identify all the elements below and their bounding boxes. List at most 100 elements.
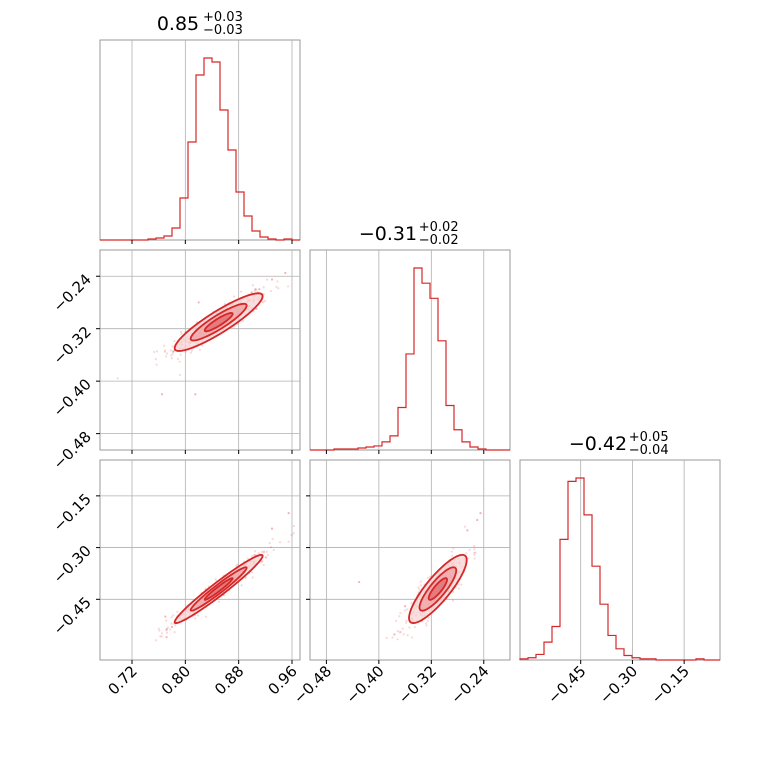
sample-point <box>246 557 249 560</box>
sample-point <box>262 550 266 553</box>
sample-point <box>170 622 173 625</box>
y-tick-label: −0.30 <box>50 542 95 587</box>
sample-point <box>286 285 290 288</box>
sample-point <box>168 628 172 631</box>
sample-point <box>166 626 170 629</box>
sample-point <box>179 353 182 356</box>
sample-point <box>457 587 460 590</box>
histogram-step-line <box>310 267 510 451</box>
sample-point <box>419 580 422 583</box>
sample-point <box>463 525 467 528</box>
sample-point <box>116 377 119 380</box>
sample-point <box>457 583 460 586</box>
sample-point <box>155 363 158 366</box>
sample-point <box>358 580 361 584</box>
x-tick-label: 0.72 <box>104 662 140 698</box>
sample-point <box>410 636 414 639</box>
sample-point <box>287 540 290 543</box>
sample-point <box>262 563 265 567</box>
sample-point <box>159 635 162 638</box>
sample-point <box>278 541 282 544</box>
sample-point <box>426 576 429 579</box>
sample-point <box>171 352 174 355</box>
sample-point <box>260 550 264 554</box>
sample-point <box>252 310 255 313</box>
sample-point <box>155 350 159 353</box>
sample-point <box>255 307 258 310</box>
sample-point <box>403 605 407 608</box>
sample-point <box>176 610 179 613</box>
histogram-panel-1 <box>309 249 511 454</box>
panel-content <box>358 512 482 641</box>
param-title-value: −0.42 <box>569 433 627 455</box>
sample-point <box>154 639 157 642</box>
sample-point <box>413 625 416 629</box>
sample-point <box>197 614 200 617</box>
param-title-plus: +0.05 <box>629 430 669 445</box>
sample-point <box>158 629 161 632</box>
sample-point <box>165 627 168 631</box>
sample-point <box>163 350 166 353</box>
sample-point <box>253 554 256 557</box>
sample-point <box>277 287 280 290</box>
sample-point <box>405 621 408 624</box>
y-tick-label: −0.15 <box>50 490 95 535</box>
y-tick-label: −0.32 <box>50 323 95 368</box>
x-tick-label: −0.24 <box>447 662 492 707</box>
sample-point <box>473 557 476 560</box>
sample-point <box>451 599 455 602</box>
sample-point <box>163 344 166 347</box>
sample-point <box>270 527 274 530</box>
sample-point <box>405 619 408 622</box>
sample-point <box>251 576 254 579</box>
sample-point <box>262 301 265 304</box>
sample-point <box>232 295 236 298</box>
sample-point <box>223 303 226 306</box>
sample-point <box>184 350 187 353</box>
sample-point <box>290 533 293 537</box>
sample-point <box>402 633 405 636</box>
sample-point <box>287 512 290 515</box>
sample-point <box>240 584 243 587</box>
sample-point <box>419 584 423 587</box>
parameter-titles: 0.85 +0.03−0.03 −0.31 +0.02−0.02 −0.42 +0.05−… <box>157 10 669 458</box>
panel-frame <box>309 249 511 451</box>
sample-point <box>197 301 200 304</box>
panel-frame <box>99 459 301 661</box>
x-tick-label: 0.88 <box>211 662 247 698</box>
sample-point <box>194 617 197 620</box>
sample-point <box>174 624 177 627</box>
sample-point <box>425 622 428 625</box>
sample-point <box>170 625 174 628</box>
panel-content <box>154 512 295 642</box>
sample-point <box>257 552 260 555</box>
sample-point <box>406 608 409 611</box>
sample-point <box>171 350 175 354</box>
histogram-step-line <box>519 477 720 661</box>
sample-point <box>165 628 168 631</box>
sample-point <box>269 546 273 549</box>
sample-point <box>251 555 254 558</box>
sample-point <box>262 286 265 289</box>
sample-point <box>396 638 399 641</box>
sample-point <box>392 633 396 636</box>
sample-point <box>190 349 193 352</box>
sample-point <box>170 616 173 619</box>
sample-point <box>170 357 173 360</box>
histogram-panel-0 <box>99 39 301 244</box>
sample-point <box>399 630 402 634</box>
sample-point <box>165 631 169 634</box>
sample-point <box>166 352 169 355</box>
sample-point <box>460 583 463 586</box>
sample-point <box>452 590 455 593</box>
sample-point <box>452 547 455 550</box>
sample-point <box>468 548 471 551</box>
sample-point <box>176 357 180 361</box>
sample-point <box>292 524 295 528</box>
sample-point <box>165 619 168 622</box>
param-title-value: −0.31 <box>359 223 417 245</box>
sample-point <box>396 629 399 633</box>
sample-point <box>473 544 476 548</box>
sample-point <box>164 615 167 618</box>
scatter-panel-0-1 <box>96 249 301 454</box>
